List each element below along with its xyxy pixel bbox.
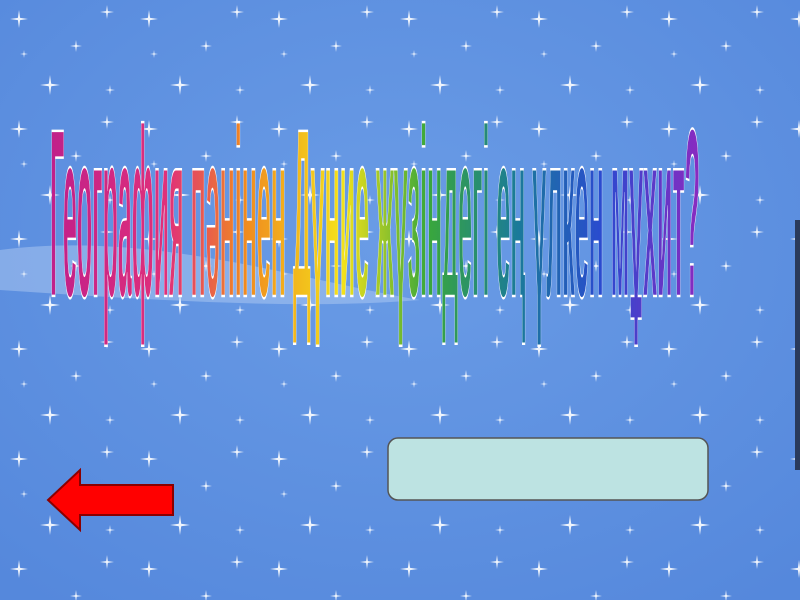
slide-title: География пәнінен Дүние жүзіндегі ең үлк… (50, 78, 700, 347)
answer-box[interactable] (387, 437, 709, 501)
back-arrow[interactable] (46, 467, 174, 533)
edge-strip (795, 220, 800, 470)
title-group: География пәнінен Дүние жүзіндегі ең үлк… (49, 78, 700, 348)
